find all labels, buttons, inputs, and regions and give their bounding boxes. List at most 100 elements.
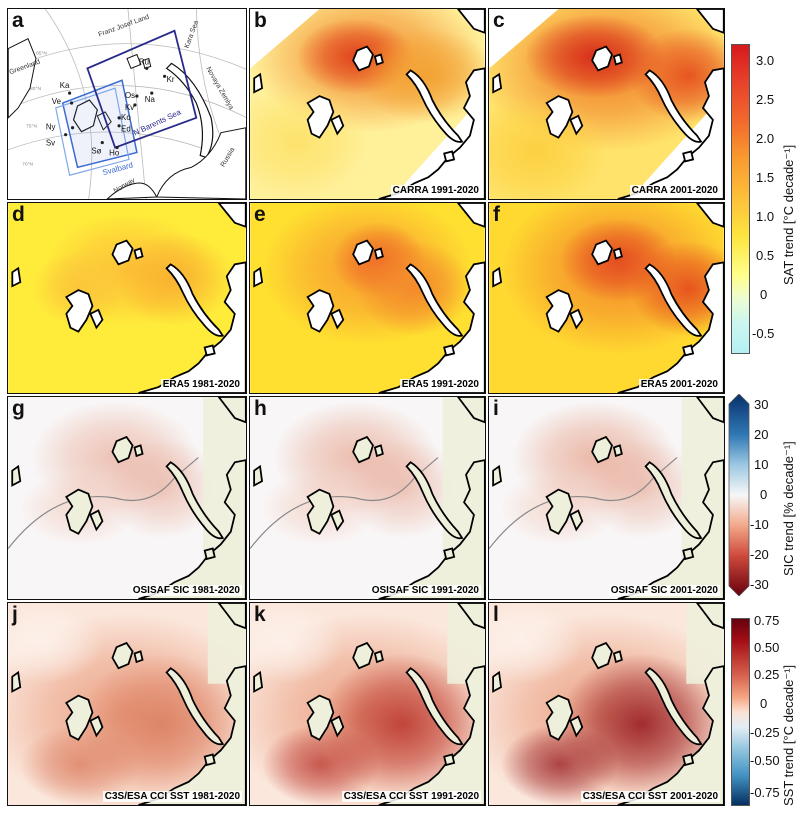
tick-label: 30	[754, 397, 769, 412]
station-label: Os	[125, 91, 135, 100]
sat-colorbar	[731, 44, 750, 354]
panel-label: l	[493, 603, 499, 626]
station-label: Kv	[125, 103, 134, 112]
lat-label: 85°N	[36, 51, 47, 57]
sst-colorbar-label: SST trend [°C decade⁻¹]	[781, 664, 796, 806]
tick-label: 0.50	[754, 640, 780, 655]
tick-label: -0.50	[750, 753, 780, 768]
panel-h-sic-map: h OSISAF SIC 1991-2020	[249, 396, 486, 600]
station-label: Sø	[91, 146, 101, 155]
panel-l-sst-map: l C3S/ESA CCI SST 2001-2020	[488, 602, 725, 806]
panel-label: b	[254, 9, 267, 32]
tick-label: 0.25	[754, 667, 780, 682]
coastline	[492, 603, 724, 805]
tick-label: -20	[750, 547, 769, 562]
sat-colorbar-label: SAT trend [°C decade⁻¹]	[781, 144, 796, 285]
panel-label: j	[12, 603, 18, 626]
tick-label: 0	[760, 696, 768, 711]
coastline	[253, 397, 485, 599]
station-label: Kr	[167, 75, 175, 84]
sst-colorbar	[731, 618, 750, 806]
panel-label: h	[254, 397, 267, 420]
panel-a-overview-map: Ka Ve Ny Sv Sø Ho Ed Ko Os Kv Na Kr Ru F…	[7, 8, 247, 200]
sic-colorbar	[728, 394, 750, 596]
panel-caption: ERA5 1991-2020	[399, 379, 481, 390]
tick-label: 2.0	[756, 131, 775, 146]
lat-label: 70°N	[22, 161, 33, 167]
lat-label: 80°N	[30, 86, 41, 92]
panel-label: f	[493, 203, 500, 226]
panel-label: g	[12, 397, 25, 420]
tick-label: -0.5	[752, 326, 775, 341]
place-label: Franz Josef Land	[98, 14, 151, 39]
station-label: Ho	[109, 148, 120, 157]
panel-k-sst-map: k C3S/ESA CCI SST 1991-2020	[249, 602, 486, 806]
panel-caption: C3S/ESA CCI SST 1991-2020	[341, 791, 481, 802]
tick-label: 0.5	[756, 248, 775, 263]
station-label: Ko	[121, 113, 131, 122]
panel-b-carra-map: b CARRA 1991-2020	[249, 8, 486, 200]
panel-i-sic-map: i OSISAF SIC 2001-2020	[488, 396, 725, 600]
panel-label: d	[12, 203, 25, 226]
panel-label: a	[12, 9, 24, 32]
sat-map	[489, 9, 724, 199]
tick-label: -0.25	[750, 725, 780, 740]
panel-caption: C3S/ESA CCI SST 2001-2020	[580, 791, 720, 802]
sic-map	[250, 397, 485, 599]
overview-map-svg: Ka Ve Ny Sv Sø Ho Ed Ko Os Kv Na Kr Ru F…	[8, 9, 246, 199]
panel-caption: ERA5 2001-2020	[638, 379, 720, 390]
panel-label: k	[254, 603, 266, 626]
panel-caption: OSISAF SIC 2001-2020	[608, 585, 720, 596]
tick-label: 2.5	[756, 92, 775, 107]
tick-label: 0	[760, 487, 768, 502]
sic-map	[489, 397, 724, 599]
sat-map	[8, 203, 246, 393]
panel-f-era5-map: f ERA5 2001-2020	[488, 202, 725, 394]
sst-map	[8, 603, 246, 805]
panel-caption: OSISAF SIC 1981-2020	[130, 585, 242, 596]
coastline	[492, 9, 724, 199]
tick-label: -10	[750, 517, 769, 532]
station-label: Ed	[121, 125, 131, 134]
tick-label: 10	[754, 457, 769, 472]
panel-caption: OSISAF SIC 1991-2020	[369, 585, 481, 596]
station-label: Na	[145, 95, 156, 104]
panel-label: e	[254, 203, 266, 226]
sic-colorbar-label: SIC trend [% decade⁻¹]	[781, 441, 796, 576]
tick-label: -0.75	[750, 785, 780, 800]
lat-label: 75°N	[26, 124, 37, 130]
coastline	[492, 203, 724, 393]
tick-label: 3.0	[756, 53, 775, 68]
tick-label: -30	[750, 577, 769, 592]
station-label: Ka	[60, 81, 70, 90]
station-label: Sv	[46, 139, 55, 148]
tick-label: 0	[760, 287, 768, 302]
panel-caption: ERA5 1981-2020	[160, 379, 242, 390]
panel-caption: CARRA 1991-2020	[390, 185, 481, 196]
panel-j-sst-map: j C3S/ESA CCI SST 1981-2020	[7, 602, 247, 806]
place-label: Novaya Zemlya	[204, 66, 234, 111]
panel-e-era5-map: e ERA5 1991-2020	[249, 202, 486, 394]
coastline	[11, 203, 246, 393]
sst-map	[489, 603, 724, 805]
station-label: Ny	[46, 123, 56, 132]
panel-g-sic-map: g OSISAF SIC 1981-2020	[7, 396, 247, 600]
sat-map	[489, 203, 724, 393]
coastline	[11, 603, 246, 805]
sat-map	[250, 9, 485, 199]
coastline	[253, 203, 485, 393]
panel-c-carra-map: c CARRA 2001-2020	[488, 8, 725, 200]
coastline	[253, 9, 485, 199]
panel-caption: C3S/ESA CCI SST 1981-2020	[102, 791, 242, 802]
panel-label: i	[493, 397, 499, 420]
sat-map	[250, 203, 485, 393]
station-label: Ve	[52, 97, 62, 106]
sst-map	[250, 603, 485, 805]
tick-label: 1.0	[756, 209, 775, 224]
panel-label: c	[493, 9, 505, 32]
station-label: Ru	[139, 57, 149, 66]
tick-label: 20	[754, 427, 769, 442]
tick-label: 1.5	[756, 170, 775, 185]
panel-d-era5-map: d ERA5 1981-2020	[7, 202, 247, 394]
tick-label: 0.75	[754, 613, 780, 628]
